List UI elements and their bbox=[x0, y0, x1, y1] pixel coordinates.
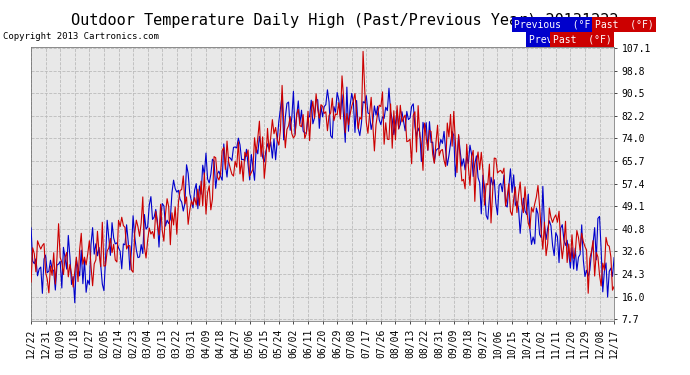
Text: Past  (°F): Past (°F) bbox=[595, 20, 653, 29]
Text: Previous  (°F): Previous (°F) bbox=[514, 20, 596, 29]
Text: Outdoor Temperature Daily High (Past/Previous Year) 20131222: Outdoor Temperature Daily High (Past/Pre… bbox=[71, 13, 619, 28]
Text: Previous  (°F): Previous (°F) bbox=[529, 34, 611, 44]
Text: Past  (°F): Past (°F) bbox=[553, 34, 611, 44]
Text: Copyright 2013 Cartronics.com: Copyright 2013 Cartronics.com bbox=[3, 32, 159, 41]
